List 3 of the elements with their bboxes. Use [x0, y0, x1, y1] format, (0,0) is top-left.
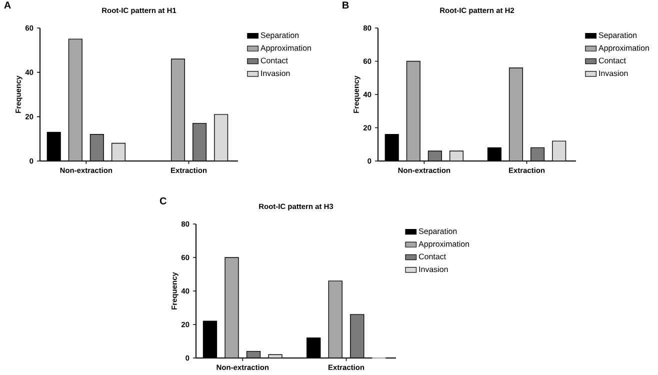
- text: B: [342, 2, 349, 9]
- text: A: [4, 2, 11, 9]
- text: C: [160, 197, 166, 204]
